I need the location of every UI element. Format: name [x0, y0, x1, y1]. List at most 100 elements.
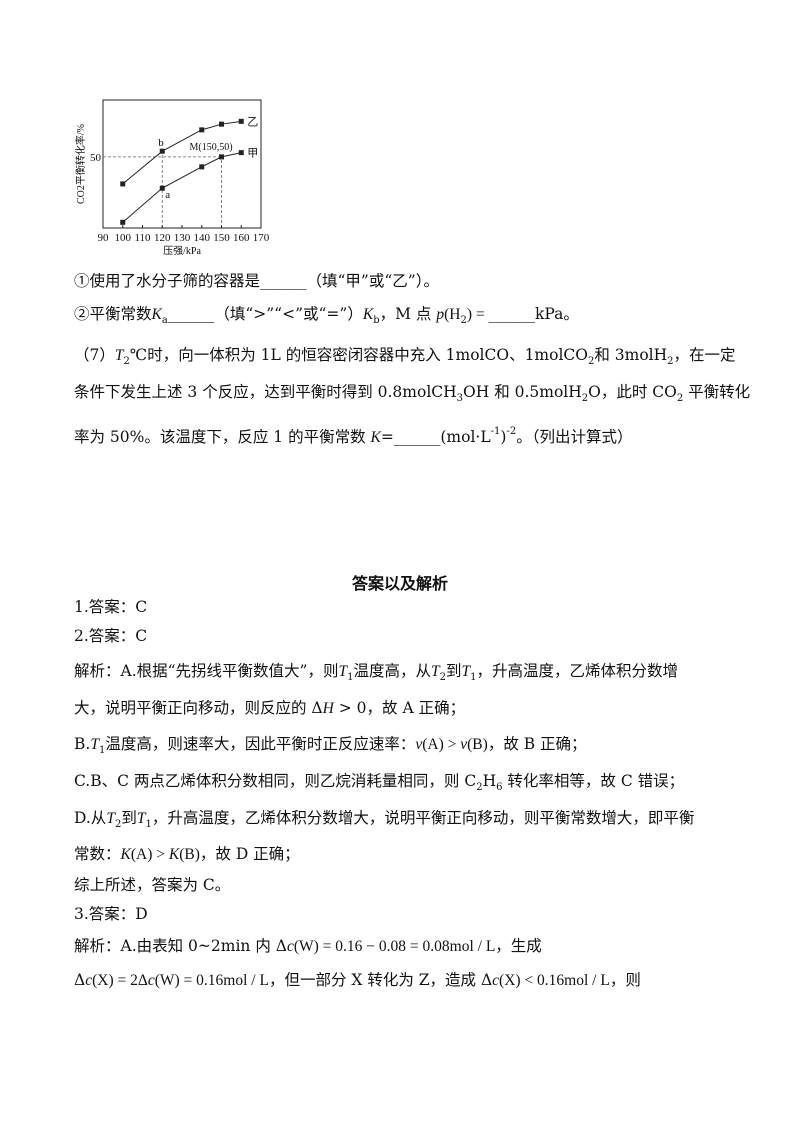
data-point [120, 181, 126, 187]
text-segment: 2 [439, 672, 446, 683]
x-tick-label: 160 [233, 232, 250, 244]
text-segment: K [120, 846, 131, 863]
text-segment: ，故 D 正确； [199, 845, 300, 863]
text-segment: 2 [476, 782, 483, 793]
text-segment: T [114, 347, 124, 364]
x-tick-label: 90 [98, 232, 110, 244]
x-tick-label: 100 [115, 232, 132, 244]
text-segment: 温度高，从 [353, 662, 431, 680]
text-segment: -2 [506, 426, 517, 437]
text-segment: c [286, 938, 294, 955]
x-tick-label: 150 [213, 232, 230, 244]
text-line: 1.答案：C [74, 597, 147, 617]
text-segment: 2 [114, 819, 122, 830]
text-segment: 到 [446, 662, 462, 680]
text-line: B.T1温度高，则速率大，因此平衡时正反应速率：v(A) > v(B)，故 B … [74, 734, 587, 761]
text-line: 解析：A.由表知 0~2min 内 Δc(W) = 0.16 − 0.08 = … [74, 936, 542, 957]
text-segment: B. [74, 735, 91, 753]
text-line: 条件下发生上述 3 个反应，达到平衡时得到 0.8molCH3OH 和 0.5m… [74, 382, 750, 409]
text-segment: 综上所述，答案为 C。 [74, 876, 231, 894]
text-segment: 2 [667, 356, 674, 367]
series-label: 甲 [247, 148, 258, 160]
text-segment: T [106, 810, 115, 827]
text-segment: 率为 50%。该温度下，反应 1 的平衡常数 [74, 428, 371, 446]
text-segment: （7） [74, 346, 115, 364]
text-segment: ______kPa。 [488, 305, 579, 323]
x-tick-label: 130 [174, 232, 191, 244]
text-segment: ，故 B 正确； [487, 735, 587, 753]
text-segment: ) = [466, 306, 489, 323]
text-segment: T [461, 663, 471, 680]
text-segment: 条件下发生上述 3 个反应，达到平衡时得到 0.8molCH [74, 383, 457, 401]
text-segment: K [362, 306, 374, 323]
data-point [219, 121, 224, 127]
text-segment: c [147, 972, 155, 989]
text-segment: ，则 [609, 971, 641, 989]
text-segment: 6 [496, 782, 503, 793]
text-segment: T [136, 810, 146, 827]
text-segment: H [482, 772, 497, 790]
text-segment: 1 [145, 819, 152, 830]
text-segment: > 0，故 A 正确； [333, 699, 466, 717]
data-point [159, 148, 165, 154]
text-segment: 常数： [74, 845, 121, 863]
text-segment: 平衡转化 [683, 383, 751, 401]
text-segment: 3 [456, 393, 464, 404]
text-segment: ，升高温度，乙烯体积分数增 [476, 662, 679, 680]
text-segment: 解析：A.根据“先拐线平衡数值大”，则 [74, 662, 339, 680]
text-segment: H [322, 700, 334, 717]
x-tick-label: 110 [134, 232, 151, 244]
text-segment: 1 [470, 672, 477, 683]
text-line: ①使用了水分子筛的容器是______（填“甲”或“乙”）。 [74, 271, 439, 291]
text-line: 率为 50%。该温度下，反应 1 的平衡常数 K=______(mol·L-1)… [74, 422, 632, 448]
x-tick-label: 170 [253, 232, 270, 244]
text-segment: =______(mol·L [380, 428, 491, 446]
data-point [238, 118, 244, 124]
text-line: Δc(X) = 2Δc(W) = 0.16mol / L，但一部分 X 转化为 … [74, 970, 641, 991]
text-line: （7）T2℃时，向一体积为 1L 的恒容密闭容器中充入 1molCO、1molC… [74, 345, 736, 372]
text-segment: C.B、C 两点乙烯体积分数相同，则乙烷消耗量相同，则 C [74, 772, 477, 790]
text-line: 综上所述，答案为 C。 [74, 875, 230, 895]
text-segment: 3.答案：D [74, 905, 148, 923]
text-segment: b [373, 315, 380, 326]
text-segment: (X) < 0.16mol / L [499, 972, 610, 989]
plot-frame [102, 99, 262, 229]
series-label: 乙 [247, 115, 258, 128]
answers-title: 答案以及解析 [351, 574, 448, 593]
text-segment: ℃时，向一体积为 1L 的恒容密闭容器中充入 1molCO、1molCO [129, 346, 588, 364]
text-segment: ①使用了水分子筛的容器是______（填“甲”或“乙”）。 [74, 272, 439, 290]
text-segment: ，但一部分 X 转化为 Z，造成 Δ [268, 971, 493, 989]
annotation-a: a [165, 189, 170, 201]
text-segment: 和 3molH [594, 346, 668, 364]
text-segment: 2 [676, 393, 684, 404]
co2-conversion-chart: 90 100 110 120 130 140 150 160 170 50 压强/kPa CO2平衡转… [74, 99, 270, 257]
text-segment: (W) = 0.16 − 0.08 = 0.08mol / L [293, 938, 496, 955]
text-segment: (B) [467, 736, 488, 753]
text-segment: ______（填“>”“<”或“=”） [167, 305, 363, 323]
text-segment: T [90, 736, 99, 753]
text-line: D.从T2到T1，升高温度，乙烯体积分数增大，说明平衡正向移动，则平衡常数增大，… [74, 808, 694, 835]
text-segment: 1 [98, 745, 106, 756]
text-segment: 。（列出计算式） [516, 428, 633, 446]
text-segment: ，生成 [495, 937, 542, 955]
text-segment: c [492, 972, 500, 989]
text-segment: 大，说明平衡正向移动，则反应的 Δ [74, 699, 323, 717]
data-point [120, 219, 126, 225]
text-line: 3.答案：D [74, 904, 148, 924]
text-segment: (X) = 2Δ [92, 972, 148, 989]
text-segment: D.从 [74, 809, 107, 827]
text-segment: c [85, 972, 93, 989]
text-line: ②平衡常数Ka______（填“>”“<”或“=”）Kb，M 点 p(H2) =… [74, 304, 579, 331]
text-segment: (W) = 0.16mol / L [154, 972, 269, 989]
text-segment: (B) [179, 846, 200, 863]
text-segment: 解析：A.由表知 0~2min 内 Δ [74, 937, 287, 955]
text-segment: 2.答案：C [74, 627, 148, 645]
text-segment: (A) > [130, 846, 169, 863]
text-segment: ，在一定 [673, 346, 736, 364]
text-line: 常数：K(A) > K(B)，故 D 正确； [74, 844, 300, 865]
text-segment: ②平衡常数 [74, 305, 152, 323]
text-segment: (H [444, 306, 461, 323]
text-segment: 2 [581, 393, 589, 404]
data-point [199, 127, 205, 133]
text-segment: 2 [123, 356, 130, 367]
